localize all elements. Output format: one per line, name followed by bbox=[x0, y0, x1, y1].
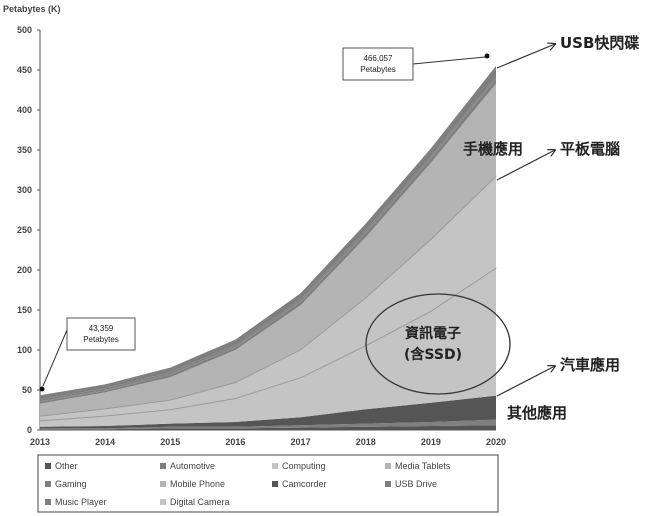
x-tick-label: 2018 bbox=[356, 437, 376, 447]
legend-swatch bbox=[45, 463, 51, 469]
legend-label: Mobile Phone bbox=[170, 479, 225, 489]
callout-start-dot bbox=[39, 386, 45, 392]
legend-label: Media Tablets bbox=[395, 461, 451, 471]
annotation-usb: USB快閃碟 bbox=[560, 34, 639, 52]
legend-swatch bbox=[160, 463, 166, 469]
area-automotive bbox=[40, 419, 496, 430]
y-tick-label: 350 bbox=[17, 145, 32, 155]
annotation-tablet: 平板電腦 bbox=[560, 140, 620, 158]
area-mobile-phone bbox=[40, 83, 496, 416]
x-axis: 2013 2014 2015 2016 2017 2018 2019 2020 bbox=[30, 429, 506, 447]
annotation-automotive: 汽車應用 bbox=[560, 356, 620, 374]
y-tick-label: 100 bbox=[17, 345, 32, 355]
ellipse-label-line1: 資訊電子 bbox=[405, 325, 461, 342]
legend-swatch bbox=[45, 499, 51, 505]
legend-label: Other bbox=[55, 461, 78, 471]
legend-swatch bbox=[160, 499, 166, 505]
annotation-other: 其他應用 bbox=[507, 404, 567, 422]
callout-end: 466,057 Petabytes bbox=[342, 47, 490, 81]
area-camcorder bbox=[40, 395, 496, 429]
x-tick-label: 2014 bbox=[95, 437, 115, 447]
callout-end-unit: Petabytes bbox=[360, 65, 396, 74]
legend-label: Automotive bbox=[170, 461, 215, 471]
ellipse-label-line2: (含SSD) bbox=[404, 346, 462, 363]
callout-end-box bbox=[342, 47, 414, 81]
legend-box bbox=[37, 454, 499, 513]
legend-swatch bbox=[160, 481, 166, 487]
x-tick-label: 2016 bbox=[225, 437, 245, 447]
legend-label: Music Player bbox=[55, 497, 107, 507]
legend: Other Automotive Computing Media Tablets Gam… bbox=[45, 461, 451, 507]
x-tick-label: 2019 bbox=[421, 437, 441, 447]
legend-label: Gaming bbox=[55, 479, 87, 489]
y-axis: 0 50 100 150 200 250 300 350 400 450 500 bbox=[17, 25, 41, 435]
x-tick-label: 2013 bbox=[30, 437, 50, 447]
callout-start: 43,359 Petabytes bbox=[39, 317, 136, 392]
legend-label: USB Drive bbox=[395, 479, 437, 489]
x-tick-label: 2020 bbox=[486, 437, 506, 447]
callout-start-leader bbox=[42, 329, 68, 387]
automotive-arrow bbox=[496, 366, 555, 397]
callout-start-box bbox=[66, 317, 136, 351]
area-series bbox=[39, 65, 497, 430]
legend-label: Digital Camera bbox=[170, 497, 230, 507]
callout-start-value: 43,359 bbox=[89, 324, 114, 333]
legend-swatch bbox=[272, 481, 278, 487]
y-tick-label: 400 bbox=[17, 105, 32, 115]
area-other bbox=[40, 425, 496, 430]
y-tick-label: 150 bbox=[17, 305, 32, 315]
area-computing bbox=[40, 267, 496, 427]
y-tick-label: 50 bbox=[22, 385, 32, 395]
x-tick-label: 2017 bbox=[291, 437, 311, 447]
y-tick-label: 0 bbox=[27, 425, 32, 435]
y-tick-label: 300 bbox=[17, 185, 32, 195]
y-tick-label: 450 bbox=[17, 65, 32, 75]
tablet-arrow bbox=[496, 150, 555, 181]
legend-swatch bbox=[45, 481, 51, 487]
legend-swatch bbox=[272, 463, 278, 469]
callout-end-value: 466,057 bbox=[364, 54, 393, 63]
annotation-phone: 手機應用 bbox=[463, 140, 523, 158]
legend-swatch bbox=[385, 481, 391, 487]
y-tick-label: 200 bbox=[17, 265, 32, 275]
callout-start-unit: Petabytes bbox=[83, 335, 119, 344]
computing-ellipse bbox=[365, 293, 511, 395]
area-media-tablets bbox=[40, 175, 496, 421]
y-axis-label: Petabytes (K) bbox=[3, 4, 61, 14]
legend-swatch bbox=[385, 463, 391, 469]
y-tick-label: 500 bbox=[17, 25, 32, 35]
usb-arrow bbox=[496, 44, 555, 69]
callout-end-leader bbox=[412, 56, 486, 65]
legend-label: Camcorder bbox=[282, 479, 327, 489]
y-tick-label: 250 bbox=[17, 225, 32, 235]
callout-end-dot bbox=[484, 53, 490, 59]
legend-label: Computing bbox=[282, 461, 326, 471]
x-tick-label: 2015 bbox=[160, 437, 180, 447]
